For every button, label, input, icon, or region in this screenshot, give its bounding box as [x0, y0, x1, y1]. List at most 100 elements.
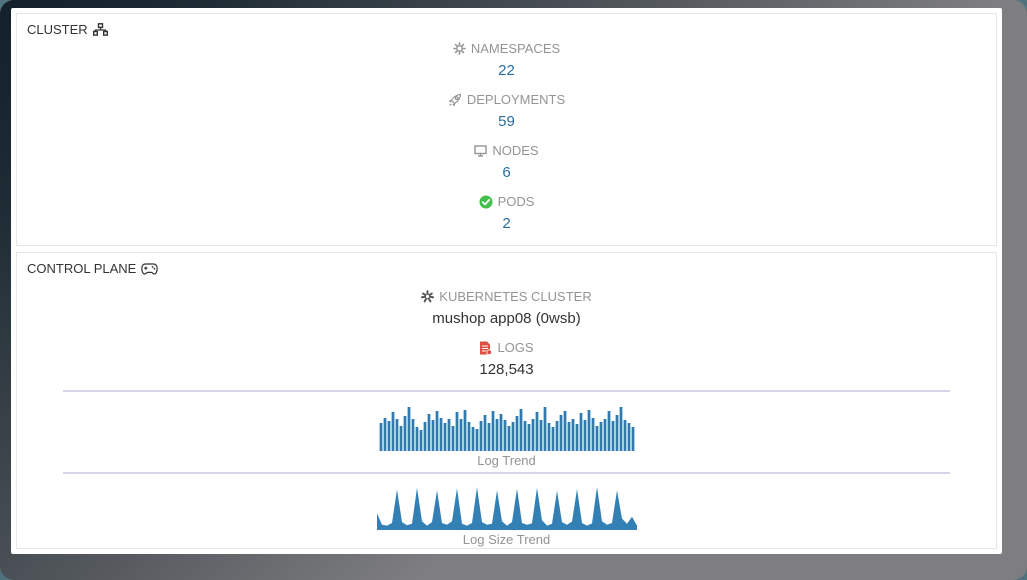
log-trend-bar	[602, 419, 607, 451]
log-trend-bar	[530, 419, 535, 451]
log-trend-caption: Log Trend	[477, 453, 536, 468]
log-trend-bar-chart[interactable]	[378, 405, 635, 451]
log-trend-bar	[622, 420, 627, 451]
log-size-trend-block: Log Size Trend	[17, 486, 996, 547]
namespaces-metric: NAMESPACES 22	[17, 40, 996, 79]
deployments-metric: DEPLOYMENTS 59	[17, 91, 996, 130]
log-trend-bar	[426, 414, 431, 451]
log-trend-bar	[394, 419, 399, 451]
log-trend-bar	[522, 421, 527, 451]
log-trend-bar	[618, 407, 623, 451]
log-trend-bar	[542, 407, 547, 451]
cluster-panel-title: CLUSTER	[27, 22, 88, 37]
namespaces-value[interactable]: 22	[498, 62, 515, 79]
display-icon	[474, 144, 488, 157]
log-trend-bar	[570, 419, 575, 451]
logs-metric: LOGS 128,543	[17, 339, 996, 378]
kubernetes-cluster-metric: KUBERNETES CLUSTER mushop app08 (0wsb)	[17, 288, 996, 327]
log-trend-bar	[494, 419, 499, 451]
log-trend-bar	[438, 418, 443, 451]
log-trend-bar	[430, 420, 435, 451]
log-trend-bar	[486, 423, 491, 451]
log-trend-bar	[434, 411, 439, 451]
log-trend-bar	[498, 414, 503, 451]
log-trend-bar	[630, 427, 635, 451]
rocket-icon	[448, 93, 462, 107]
log-trend-bar	[442, 423, 447, 451]
log-trend-bar	[518, 409, 523, 451]
log-trend-bar	[382, 418, 387, 451]
sitemap-icon	[92, 23, 108, 36]
pods-metric: PODS 2	[17, 193, 996, 232]
namespaces-label: NAMESPACES	[470, 41, 561, 56]
nodes-label-row: NODES	[17, 142, 996, 159]
deployments-label-row: DEPLOYMENTS	[17, 91, 996, 108]
nodes-metric: NODES 6	[17, 142, 996, 181]
log-trend-bar	[458, 419, 463, 451]
log-trend-bar	[402, 416, 407, 451]
log-trend-bar	[590, 418, 595, 451]
control-plane-panel-title: CONTROL PLANE	[27, 261, 137, 276]
log-trend-bar	[546, 423, 551, 451]
deployments-label: DEPLOYMENTS	[466, 92, 566, 107]
control-plane-panel-header: CONTROL PLANE	[17, 253, 996, 276]
nodes-value[interactable]: 6	[502, 164, 511, 181]
log-trend-bar	[466, 422, 471, 451]
log-trend-bar	[526, 424, 531, 451]
log-trend-bar	[574, 424, 579, 451]
log-trend-bar	[454, 412, 459, 451]
gamepad-icon	[141, 262, 159, 275]
divider-line	[63, 390, 950, 392]
logs-value[interactable]: 128,543	[479, 361, 534, 378]
dashboard-window: CLUSTER	[11, 8, 1002, 554]
cluster-panel: CLUSTER	[16, 13, 997, 246]
kubernetes-icon	[421, 290, 435, 303]
logs-label: LOGS	[497, 340, 534, 355]
log-trend-block: Log Trend	[17, 405, 996, 468]
log-trend-bar	[462, 410, 467, 451]
control-plane-panel: CONTROL PLANE	[16, 252, 997, 549]
log-trend-bar	[418, 430, 423, 451]
check-circle-icon	[479, 195, 493, 209]
log-trend-bar	[506, 426, 511, 451]
log-file-icon	[479, 341, 493, 355]
divider-line	[63, 472, 950, 474]
log-trend-bar	[578, 413, 583, 451]
gear-icon	[453, 42, 466, 55]
pods-value[interactable]: 2	[502, 215, 511, 232]
log-trend-bar	[482, 415, 487, 451]
log-trend-bar	[558, 415, 563, 451]
log-size-trend-area-chart[interactable]	[376, 486, 637, 530]
log-trend-bar	[514, 416, 519, 451]
log-trend-bar	[390, 412, 395, 451]
log-trend-bar	[450, 426, 455, 451]
log-trend-bar	[474, 429, 479, 451]
log-trend-bar	[550, 427, 555, 451]
kubernetes-cluster-value[interactable]: mushop app08 (0wsb)	[432, 310, 581, 327]
pods-label: PODS	[497, 194, 535, 209]
log-trend-bar	[410, 419, 415, 451]
log-trend-bar	[510, 422, 515, 451]
control-plane-metrics: KUBERNETES CLUSTER mushop app08 (0wsb)	[17, 288, 996, 378]
log-trend-bar	[398, 426, 403, 451]
log-trend-bar	[422, 422, 427, 451]
log-trend-bar	[554, 421, 559, 451]
log-trend-bar	[490, 411, 495, 451]
logs-label-row: LOGS	[17, 339, 996, 356]
log-trend-bar	[378, 423, 383, 451]
log-trend-bar	[470, 427, 475, 451]
log-trend-bar	[386, 421, 391, 451]
log-trend-bar	[598, 422, 603, 451]
log-trend-bar	[414, 427, 419, 451]
log-trend-bar	[586, 410, 591, 451]
log-trend-bar	[502, 420, 507, 451]
cluster-panel-header: CLUSTER	[17, 14, 996, 37]
log-trend-bar	[610, 421, 615, 451]
log-trend-bar	[594, 426, 599, 451]
deployments-value[interactable]: 59	[498, 113, 515, 130]
log-trend-bar	[406, 407, 411, 451]
log-trend-bar	[446, 419, 451, 451]
log-trend-bar	[626, 423, 631, 451]
log-trend-bar	[582, 420, 587, 451]
